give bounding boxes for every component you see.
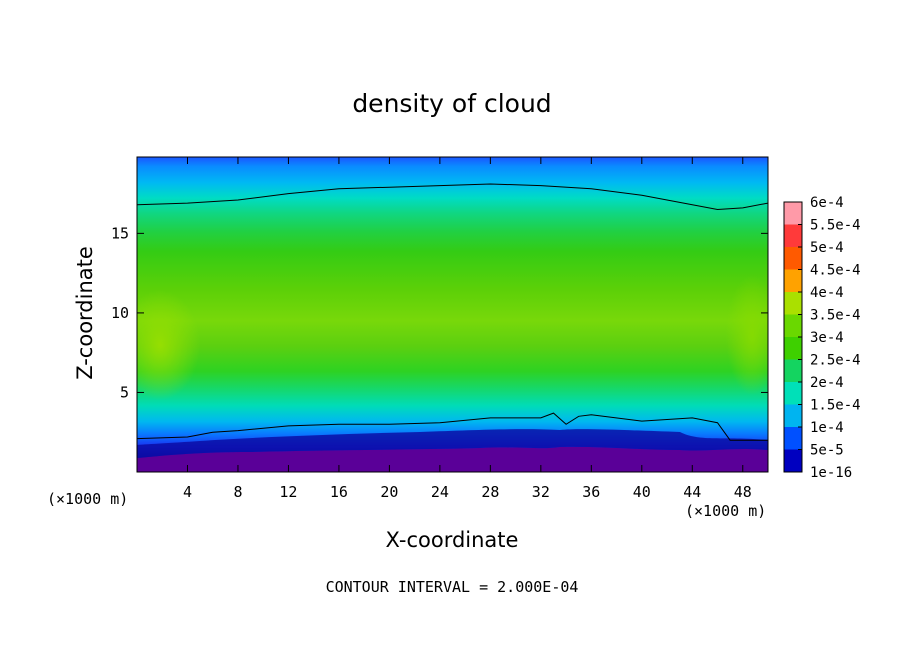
colorbar-swatch	[784, 337, 802, 360]
contour-interval-note: CONTOUR INTERVAL = 2.000E-04	[326, 578, 579, 596]
colorbar-label: 4.5e-4	[810, 263, 861, 279]
colorbar-label: 5e-4	[810, 240, 844, 256]
colorbar-swatch	[784, 269, 802, 293]
colorbar-label: 6e-4	[810, 195, 844, 211]
colorbar-label: 3e-4	[810, 330, 844, 346]
colorbar-swatch	[784, 427, 802, 450]
colorbar-label: 2e-4	[810, 375, 844, 391]
colorbar-swatch	[784, 202, 802, 225]
contour-line-upper	[137, 183, 768, 211]
x-axis: 4 8 12 16 20 24 28 32 36 40 44 48	[183, 157, 752, 501]
x-tick-label: 32	[532, 483, 550, 501]
colorbar-swatch	[784, 247, 802, 270]
colorbar-label: 5e-5	[810, 443, 844, 459]
x-tick-label: 36	[582, 483, 600, 501]
colorbar-swatch	[784, 382, 802, 405]
colorbar-legend: 6e-4 5.5e-4 5e-4 4.5e-4 4e-4 3.5e-4 3e-4 2.5e-4…	[783, 195, 861, 481]
y-tick-label: 5	[120, 383, 129, 401]
x-tick-label: 48	[734, 483, 752, 501]
density-maximum-left	[137, 290, 200, 400]
chart-title: density of cloud	[352, 89, 551, 118]
surface-deep-blue-zone	[137, 429, 768, 458]
x-tick-label: 40	[633, 483, 651, 501]
colorbar-swatch	[784, 292, 802, 315]
x-tick-label: 12	[279, 483, 297, 501]
colorbar-label: 5.5e-4	[810, 218, 861, 234]
plot-area	[137, 157, 768, 472]
colorbar-label: 4e-4	[810, 285, 844, 301]
surface-dense-zone	[137, 446, 768, 472]
density-maximum-right	[726, 275, 768, 395]
y-axis: 5 10 15	[111, 224, 768, 401]
plot-frame	[136, 156, 769, 473]
colorbar-swatch	[784, 404, 802, 428]
colorbar-swatch	[784, 449, 802, 473]
x-tick-label: 16	[330, 483, 348, 501]
colorbar-label: 2.5e-4	[810, 353, 861, 369]
colorbar-label: 1e-16	[810, 465, 852, 481]
x-tick-label: 4	[183, 483, 192, 501]
x-axis-label: X-coordinate	[386, 528, 519, 552]
y-tick-label: 15	[111, 224, 129, 242]
x-tick-label: 20	[380, 483, 398, 501]
colorbar-label: 1.5e-4	[810, 398, 861, 414]
colorbar-swatch	[784, 359, 802, 383]
colorbar-label: 3.5e-4	[810, 308, 861, 324]
contour-line-lower	[137, 412, 768, 441]
y-tick-label: 10	[111, 304, 129, 322]
x-tick-label: 44	[683, 483, 701, 501]
x-tick-label: 24	[431, 483, 449, 501]
colorbar-swatch	[784, 314, 802, 338]
x-tick-label: 28	[481, 483, 499, 501]
colorbar-swatch	[784, 224, 802, 248]
colorbar-label: 1e-4	[810, 420, 844, 436]
density-field	[137, 157, 768, 472]
x-axis-unit: (×1000 m)	[685, 502, 766, 520]
y-axis-label: Z-coordinate	[73, 246, 97, 380]
x-tick-label: 8	[233, 483, 242, 501]
z-axis-unit: (×1000 m)	[47, 490, 128, 508]
